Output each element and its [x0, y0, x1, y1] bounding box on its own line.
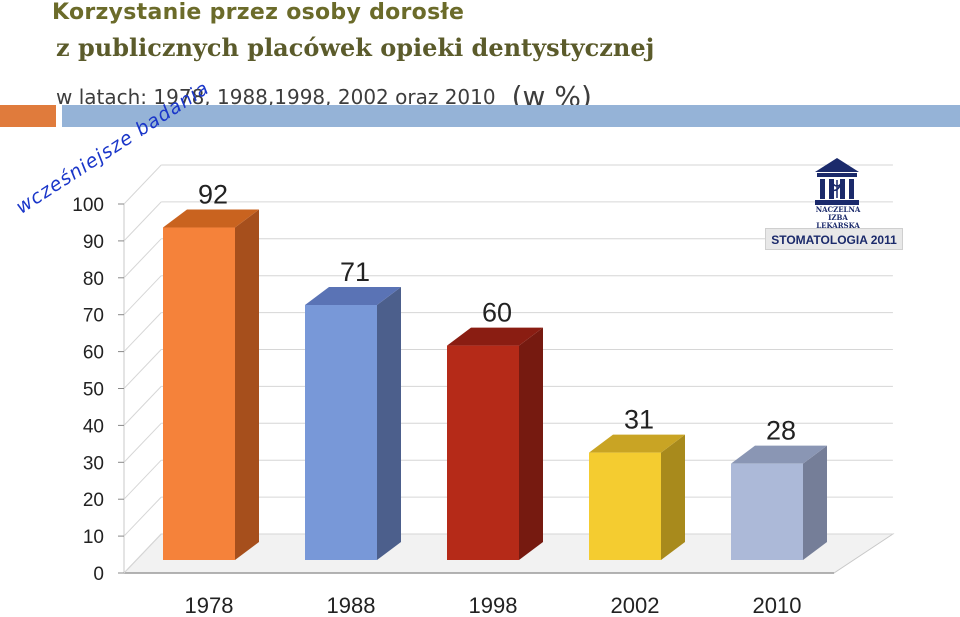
x-axis: 1978 1988 1998 2002 2010: [185, 593, 802, 617]
gridline-diag: [123, 275, 162, 316]
bars: 92 71 60 31 28: [163, 180, 827, 560]
bar-top: [731, 445, 827, 464]
bar-top: [589, 434, 685, 453]
bar-front: [447, 345, 519, 560]
x-tick-label: 2002: [611, 593, 660, 617]
logo-caption-line1: NACZELNA: [815, 205, 861, 214]
data-label: 92: [198, 180, 228, 210]
data-label: 31: [624, 405, 654, 435]
accent-stripe-blue: [62, 105, 960, 127]
y-axis: 0 10 20 30 40 50 60 70 80 90 100: [72, 195, 104, 585]
bar-side: [803, 445, 827, 560]
bar-1978: 92: [163, 180, 259, 560]
gridline-diag: [123, 238, 162, 279]
bar-side: [235, 209, 259, 560]
bar-1988: 71: [305, 257, 401, 560]
stomatologia-stamp: STOMATOLOGIA 2011: [765, 228, 903, 250]
chart-title-line2: z publicznych placówek opieki dentystycz…: [56, 33, 655, 62]
gridline-diag: [123, 201, 162, 242]
bar-2010: 28: [731, 416, 827, 560]
bar-side: [519, 327, 543, 560]
bar-top: [447, 327, 543, 346]
y-tick-label: 50: [83, 380, 104, 401]
gridline-diag: [123, 459, 162, 500]
x-tick-label: 1978: [185, 593, 234, 617]
y-tick-label: 100: [72, 195, 104, 216]
gridline-diag: [123, 349, 162, 389]
y-tick-label: 30: [83, 453, 104, 474]
logo-caption: NACZELNA IZBA LEKARSKA: [808, 206, 868, 230]
bar-1998: 60: [447, 298, 543, 560]
gridline-diag: [123, 533, 162, 574]
data-label: 28: [766, 416, 796, 446]
y-tick-label: 90: [83, 232, 104, 253]
logo-caption-line2: IZBA LEKARSKA: [816, 213, 860, 230]
data-label: 71: [340, 257, 370, 287]
bar-front: [305, 305, 377, 560]
data-label: 60: [482, 298, 512, 328]
y-tick-label: 70: [83, 306, 104, 327]
y-tick-label: 20: [83, 490, 104, 511]
bar-front: [163, 227, 235, 560]
gridline-diag: [123, 422, 162, 463]
building-columns-icon: [815, 158, 859, 205]
chart-title-line1: Korzystanie przez osoby dorosłe: [52, 0, 465, 25]
y-tick-label: 40: [83, 416, 104, 437]
gridline-diag: [123, 386, 162, 426]
bar-top: [163, 209, 259, 228]
accent-stripe-orange: [0, 105, 56, 127]
y-tick-label: 80: [83, 269, 104, 290]
bar-top: [305, 287, 401, 306]
bar-side: [661, 434, 685, 560]
x-tick-label: 1998: [469, 593, 518, 617]
y-tick-label: 10: [83, 527, 104, 548]
bar-side: [377, 287, 401, 560]
gridline-diag: [123, 164, 162, 205]
gridline-diag: [123, 312, 162, 352]
y-tick-label: 60: [83, 343, 104, 364]
x-tick-label: 2010: [753, 593, 802, 617]
bar-2002: 31: [589, 405, 685, 560]
gridline-diag: [123, 496, 162, 537]
bar-front: [589, 452, 661, 560]
y-tick-label: 0: [93, 564, 104, 585]
x-tick-label: 1988: [327, 593, 376, 617]
bar-front: [731, 463, 803, 560]
